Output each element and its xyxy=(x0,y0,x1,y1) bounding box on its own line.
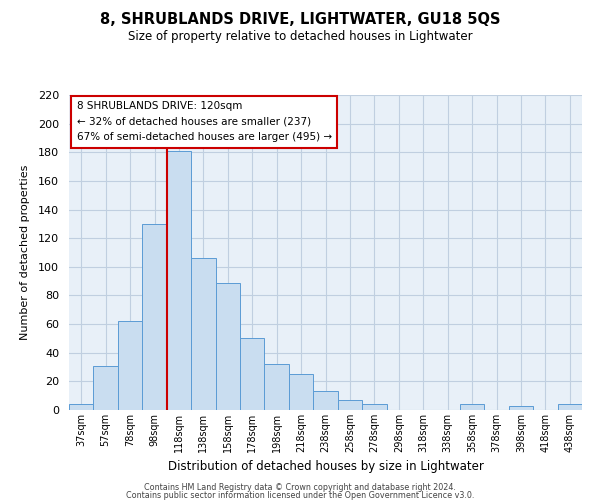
Bar xyxy=(191,258,215,410)
Bar xyxy=(94,366,118,410)
Text: 8 SHRUBLANDS DRIVE: 120sqm
← 32% of detached houses are smaller (237)
67% of sem: 8 SHRUBLANDS DRIVE: 120sqm ← 32% of deta… xyxy=(77,102,332,142)
Bar xyxy=(215,282,240,410)
Text: 8, SHRUBLANDS DRIVE, LIGHTWATER, GU18 5QS: 8, SHRUBLANDS DRIVE, LIGHTWATER, GU18 5Q… xyxy=(100,12,500,28)
Bar xyxy=(142,224,167,410)
Text: Contains HM Land Registry data © Crown copyright and database right 2024.: Contains HM Land Registry data © Crown c… xyxy=(144,483,456,492)
Y-axis label: Number of detached properties: Number of detached properties xyxy=(20,165,29,340)
Bar xyxy=(338,400,362,410)
Bar xyxy=(265,364,289,410)
Bar xyxy=(557,404,582,410)
Bar xyxy=(460,404,484,410)
Text: Contains public sector information licensed under the Open Government Licence v3: Contains public sector information licen… xyxy=(126,492,474,500)
Bar xyxy=(118,321,142,410)
Bar xyxy=(69,404,94,410)
Bar xyxy=(289,374,313,410)
Text: Size of property relative to detached houses in Lightwater: Size of property relative to detached ho… xyxy=(128,30,472,43)
Bar xyxy=(362,404,386,410)
Bar xyxy=(509,406,533,410)
X-axis label: Distribution of detached houses by size in Lightwater: Distribution of detached houses by size … xyxy=(167,460,484,473)
Bar xyxy=(313,392,338,410)
Bar xyxy=(240,338,265,410)
Bar xyxy=(167,151,191,410)
